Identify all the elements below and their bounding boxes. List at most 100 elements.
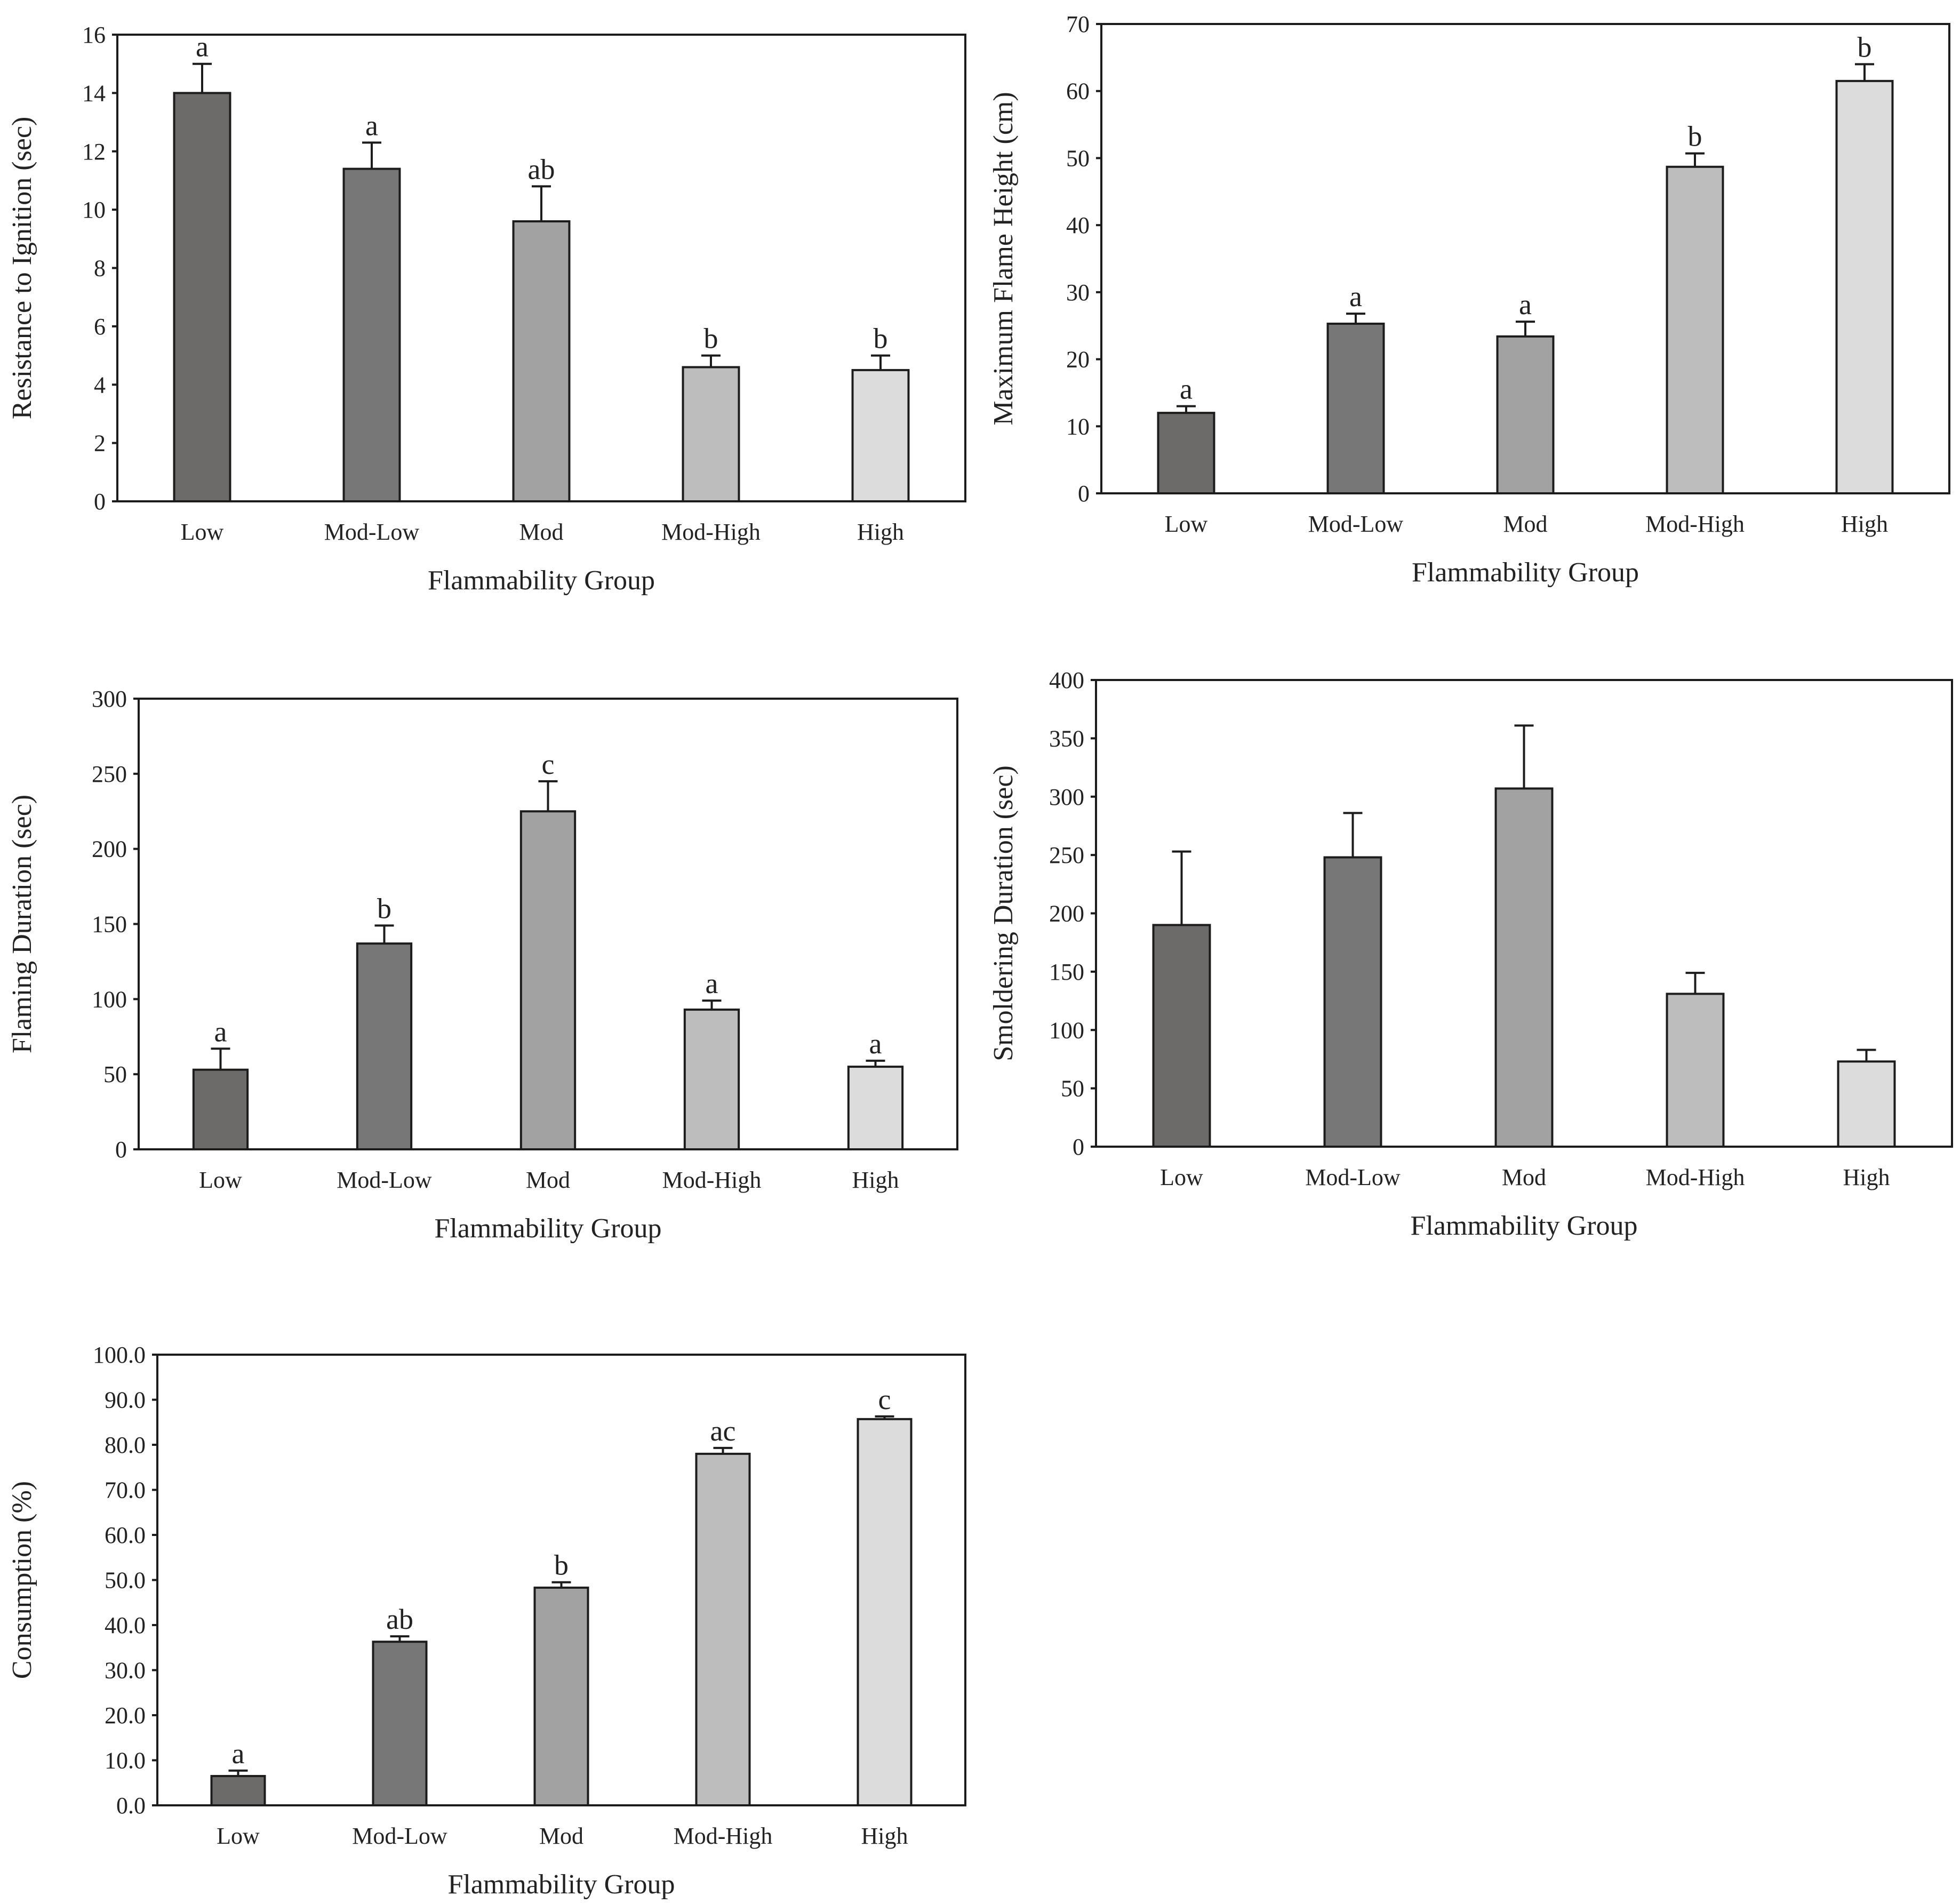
- x-tick-label: Mod-Low: [337, 1167, 432, 1193]
- x-tick-label: Low: [181, 519, 224, 545]
- x-axis-title: Flammability Group: [428, 565, 655, 596]
- x-tick-label: Mod: [526, 1167, 570, 1193]
- y-axis-title: Smoldering Duration (sec): [988, 765, 1019, 1061]
- significance-letter: b: [1688, 121, 1702, 153]
- significance-letter: a: [1349, 281, 1362, 313]
- bar-mod-high: [1666, 993, 1725, 1148]
- chart-maximum-flame-height: 0 10 20 30 40 50 60 70 a Low a Mod-Low a Mod b Mod-High…: [988, 11, 1950, 588]
- x-axis-title: Flammability Group: [1410, 1211, 1637, 1241]
- y-tick-label: 200: [92, 836, 127, 862]
- y-tick-label: 70: [1066, 11, 1090, 37]
- bar-mod-low: [372, 1641, 428, 1806]
- bar-high: [851, 369, 910, 502]
- chart-consumption: 0.0 10.0 20.0 30.0 40.0 50.0 60.0 70.0 80.0 90.0 1…: [7, 1342, 966, 1900]
- y-tick-label: 30.0: [105, 1658, 146, 1684]
- y-tick-label: 50: [1066, 145, 1090, 171]
- bar-mod-high: [1666, 165, 1724, 494]
- x-tick-label: High: [861, 1823, 908, 1849]
- x-tick-label: Mod-Low: [1305, 1164, 1401, 1190]
- y-tick-label: 20: [1066, 347, 1090, 373]
- y-tick-label: 50: [103, 1061, 127, 1087]
- chart-resistance-to-ignition: 0 2 4 6 8 10 12 14 16 a Low a Mod-Low ab Mod b Mod-High b…: [7, 22, 966, 596]
- x-tick-label: Mod: [519, 519, 563, 545]
- y-tick-label: 50.0: [105, 1567, 146, 1594]
- bar-low: [1152, 924, 1211, 1148]
- bar-low: [210, 1775, 266, 1807]
- y-tick-label: 8: [94, 255, 106, 282]
- y-tick-label: 40.0: [105, 1612, 146, 1638]
- significance-letter: b: [874, 323, 888, 355]
- y-tick-label: 250: [92, 761, 127, 787]
- y-axis-title: Maximum Flame Height (cm): [988, 92, 1019, 425]
- x-axis-title: Flammability Group: [447, 1869, 675, 1900]
- significance-letter: ac: [710, 1415, 736, 1447]
- x-tick-label: High: [1841, 511, 1888, 537]
- x-tick-label: Mod-Low: [352, 1823, 447, 1849]
- y-tick-label: 14: [82, 80, 106, 106]
- x-tick-label: Low: [1160, 1164, 1203, 1190]
- significance-letter: a: [869, 1028, 882, 1060]
- chart-flaming-duration: 0 50 100 150 200 250 300 a Low b Mod-Low c Mod a Mod-H…: [7, 686, 958, 1244]
- y-tick-label: 100: [1049, 1017, 1084, 1043]
- significance-letter: c: [878, 1383, 891, 1415]
- y-tick-label: 0: [94, 489, 106, 515]
- chart-smoldering-duration: 0 50 100 150 200 250 300 350 400 Low Mod-Low Mod Mod…: [988, 667, 1953, 1241]
- x-axis-title: Flammability Group: [1412, 557, 1639, 588]
- y-tick-label: 100.0: [93, 1342, 146, 1368]
- y-tick-label: 60: [1066, 78, 1090, 105]
- significance-letter: a: [196, 31, 209, 63]
- significance-letter: ab: [528, 153, 555, 185]
- x-tick-label: Low: [217, 1823, 260, 1849]
- significance-letter: a: [706, 967, 718, 999]
- x-tick-label: Mod-High: [662, 1167, 762, 1193]
- y-tick-label: 200: [1049, 901, 1084, 927]
- bar-mod-low: [1323, 856, 1382, 1148]
- y-tick-label: 10.0: [105, 1748, 146, 1774]
- significance-letter: c: [542, 748, 555, 780]
- significance-letter: a: [1519, 289, 1532, 321]
- y-tick-label: 150: [92, 911, 127, 938]
- x-tick-label: Mod-Low: [1308, 511, 1404, 537]
- y-tick-label: 0: [1073, 1134, 1084, 1160]
- x-tick-label: Mod-High: [1646, 1164, 1745, 1190]
- significance-letter: a: [232, 1738, 245, 1770]
- bar-mod-high: [695, 1452, 751, 1806]
- y-tick-label: 40: [1066, 212, 1090, 238]
- bar-high: [1837, 1060, 1896, 1148]
- x-tick-label: Mod-High: [661, 519, 761, 545]
- significance-letter: a: [214, 1015, 227, 1047]
- y-axis-title: Resistance to Ignition (sec): [7, 117, 37, 420]
- y-axis-title: Consumption (%): [7, 1481, 37, 1679]
- y-tick-label: 300: [92, 686, 127, 712]
- significance-letter: b: [554, 1549, 569, 1581]
- y-tick-label: 90.0: [105, 1387, 146, 1413]
- bar-mod-low: [1326, 322, 1385, 494]
- y-tick-label: 400: [1049, 667, 1084, 693]
- y-tick-label: 12: [82, 139, 106, 165]
- x-tick-label: Mod: [539, 1823, 583, 1849]
- bar-low: [173, 92, 231, 502]
- significance-letter: b: [1858, 31, 1872, 63]
- y-tick-label: 10: [1066, 413, 1090, 439]
- x-tick-label: Low: [1165, 511, 1208, 537]
- y-tick-label: 300: [1049, 784, 1084, 810]
- bar-mod: [533, 1586, 589, 1806]
- y-tick-label: 250: [1049, 842, 1084, 868]
- significance-letter: b: [704, 323, 718, 355]
- y-tick-label: 50: [1061, 1076, 1084, 1102]
- x-tick-label: Mod: [1502, 1164, 1546, 1190]
- bar-mod-low: [342, 167, 401, 502]
- y-tick-label: 60.0: [105, 1522, 146, 1548]
- y-tick-label: 10: [82, 197, 106, 223]
- x-tick-label: Mod-Low: [324, 519, 420, 545]
- significance-letter: b: [377, 892, 391, 924]
- y-tick-label: 4: [94, 372, 106, 398]
- bar-low: [1157, 412, 1215, 495]
- x-tick-label: Mod-High: [674, 1823, 773, 1849]
- y-tick-label: 350: [1049, 725, 1084, 751]
- y-tick-label: 6: [94, 314, 106, 340]
- y-tick-label: 20.0: [105, 1702, 146, 1729]
- bar-high: [847, 1066, 904, 1150]
- x-tick-label: Low: [199, 1167, 242, 1193]
- y-tick-label: 30: [1066, 279, 1090, 306]
